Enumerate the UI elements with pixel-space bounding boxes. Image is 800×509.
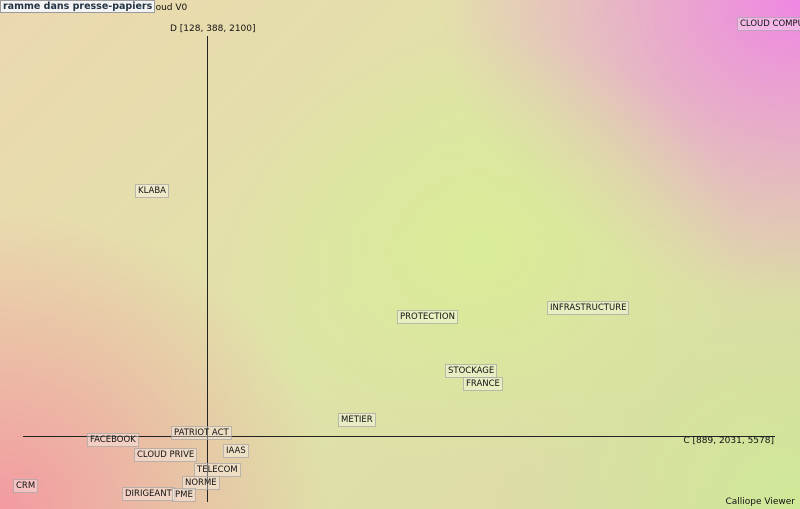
node-label[interactable]: IAAS	[223, 444, 249, 458]
footer: Calliope Viewer	[725, 497, 795, 507]
node-label[interactable]: PATRIOT ACT	[171, 426, 232, 440]
horizontal-axis	[23, 436, 775, 437]
node-label[interactable]: FRANCE	[463, 377, 503, 391]
node-label[interactable]: NORME	[182, 476, 220, 490]
node-label[interactable]: PME	[172, 488, 196, 502]
node-label[interactable]: FACEBOOK	[87, 433, 139, 447]
horizontal-axis-label: C [889, 2031, 5578]	[683, 436, 774, 446]
vertical-axis-label: D [128, 388, 2100]	[170, 24, 256, 34]
node-label[interactable]: CLOUD COMPUT	[737, 17, 800, 31]
node-label[interactable]: DIRIGEANT	[122, 487, 175, 501]
node-label[interactable]: CRM	[13, 479, 39, 493]
node-label[interactable]: KLABA	[135, 184, 169, 198]
tooltip: ramme dans presse-papiers	[0, 0, 156, 13]
node-label[interactable]: INFRASTRUCTURE	[547, 301, 630, 315]
node-label[interactable]: TELECOM	[194, 463, 241, 477]
vertical-axis	[207, 36, 208, 502]
node-label[interactable]: CLOUD PRIVE	[134, 448, 198, 462]
node-label[interactable]: METIER	[338, 413, 376, 427]
node-label[interactable]: PROTECTION	[397, 310, 458, 324]
node-label[interactable]: STOCKAGE	[445, 364, 498, 378]
